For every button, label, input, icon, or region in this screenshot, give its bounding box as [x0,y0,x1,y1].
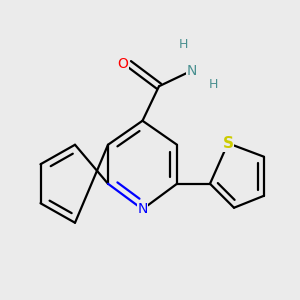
Text: N: N [187,64,197,78]
Text: S: S [223,136,233,151]
Text: H: H [178,38,188,51]
Text: O: O [118,57,128,71]
Text: N: N [137,202,148,216]
Text: H: H [208,78,218,91]
